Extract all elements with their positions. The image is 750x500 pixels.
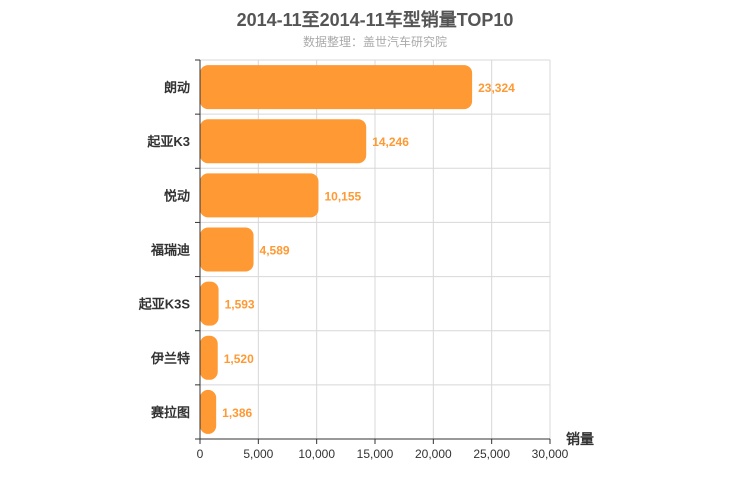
data-label: 14,246 [372,135,409,149]
category-label: 赛拉图 [150,405,190,420]
bar [200,281,219,326]
category-label: 悦动 [164,188,190,203]
category-label: 起亚K3S [138,297,191,312]
category-label: 福瑞迪 [150,243,190,258]
data-label: 1,386 [222,406,252,420]
bar [200,227,254,272]
x-tick-label: 10,000 [298,447,335,461]
category-label: 朗动 [164,80,190,95]
labels: 0 5,000 10,000 15,000 20,000 25,000 30,000 朗动 23… [138,80,569,461]
bar [200,173,319,218]
data-label: 10,155 [324,189,361,203]
x-tick-label: 15,000 [357,447,394,461]
bar [200,119,367,164]
category-label: 伊兰特 [150,351,190,366]
x-tick-label: 25,000 [473,447,510,461]
bar [200,389,217,434]
bars [200,65,473,434]
bar [200,335,218,380]
x-tick-label: 0 [197,447,204,461]
data-label: 4,589 [260,244,290,258]
chart-subtitle: 数据整理：盖世汽车研究院 [302,35,447,49]
data-label: 23,324 [478,81,515,95]
x-tick-label: 30,000 [532,447,569,461]
data-label: 1,593 [225,298,255,312]
x-axis-title: 销量 [566,431,594,447]
chart-title: 2014-11至2014-11车型销量TOP10 [236,10,514,30]
x-tick-label: 20,000 [415,447,452,461]
data-label: 1,520 [224,352,254,366]
bar [200,65,473,110]
x-tick-label: 5,000 [243,447,273,461]
category-label: 起亚K3 [146,134,190,149]
